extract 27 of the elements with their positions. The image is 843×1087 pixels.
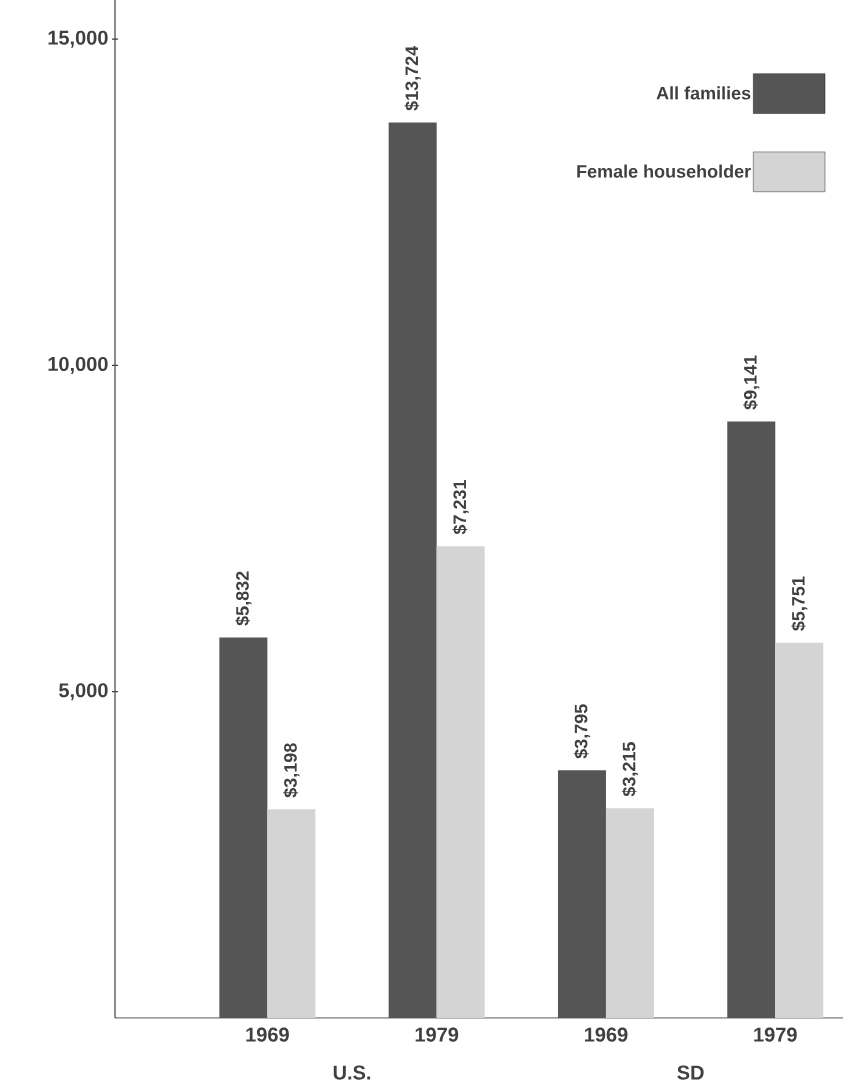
- bar: [727, 421, 776, 1018]
- data-label: $13,724: [404, 45, 421, 111]
- data-label: $9,141: [743, 355, 760, 410]
- x-tick-label: 1969: [584, 1027, 628, 1042]
- text: U.S.: [333, 1065, 371, 1080]
- y-tick-label: 15,000: [48, 30, 108, 48]
- data-label: $3,215: [621, 742, 639, 797]
- y-tick-label: 5,000: [59, 683, 108, 701]
- data-label: $3,198: [283, 743, 300, 798]
- bar: [775, 642, 824, 1018]
- data-label: $7,231: [452, 480, 469, 535]
- x-tick-label: 1979: [415, 1027, 459, 1042]
- x-tick-label: 1969: [246, 1027, 289, 1042]
- bar: [557, 770, 606, 1018]
- bar: [388, 122, 437, 1018]
- data-label: $5,751: [791, 576, 808, 631]
- y-tick-label: 10,000: [48, 356, 108, 374]
- bar: [436, 546, 485, 1018]
- bar: [605, 808, 654, 1018]
- legend-label: Female householder: [577, 164, 751, 178]
- legend-label: All families: [656, 86, 751, 100]
- x-tick-label: 1979: [754, 1027, 797, 1042]
- text: SD: [677, 1065, 704, 1080]
- data-label: $5,832: [235, 571, 252, 626]
- bar: [267, 809, 316, 1018]
- data-label: $3,795: [573, 704, 591, 759]
- bar: [219, 637, 268, 1018]
